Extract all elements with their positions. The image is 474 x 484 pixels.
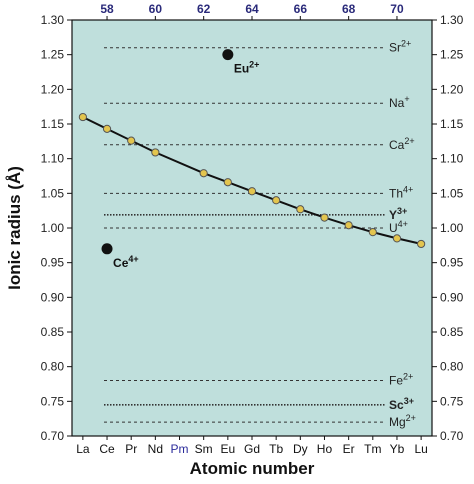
y-tick-label-left: 1.25	[41, 48, 65, 62]
reference-label-sr: Sr2+	[389, 39, 411, 55]
x-tick-label-nd: Nd	[148, 442, 163, 456]
data-point-tb	[272, 196, 281, 205]
y-tick-label-right: 1.10	[440, 152, 464, 166]
y-tick-label-right: 0.75	[440, 394, 464, 408]
x-tick-label-tb: Tb	[269, 442, 283, 456]
data-point-tm	[368, 228, 377, 237]
top-tick-label-66: 66	[294, 2, 308, 16]
reference-label-u: U4+	[389, 219, 408, 235]
y-tick-label-right: 1.30	[440, 13, 464, 27]
highlight-label-ce: Ce4+	[113, 254, 139, 270]
y-tick-label-left: 0.75	[41, 394, 65, 408]
x-tick-label-ho: Ho	[317, 442, 333, 456]
y-axis-title: Ionic radius (Å)	[5, 166, 24, 290]
x-tick-label-pr: Pr	[125, 442, 137, 456]
x-tick-label-pm: Pm	[171, 442, 189, 456]
x-tick-label-dy: Dy	[293, 442, 308, 456]
y-tick-label-right: 1.00	[440, 221, 464, 235]
data-point-dy	[296, 205, 305, 214]
y-tick-label-right: 0.90	[440, 290, 464, 304]
reference-label-mg: Mg2+	[389, 413, 416, 429]
y-tick-label-left: 1.20	[41, 82, 65, 96]
x-tick-label-eu: Eu	[220, 442, 235, 456]
y-tick-label-right: 0.85	[440, 325, 464, 339]
y-tick-label-right: 1.25	[440, 48, 464, 62]
y-tick-label-left: 1.10	[41, 152, 65, 166]
data-point-sm	[199, 169, 208, 178]
top-tick-label-68: 68	[342, 2, 356, 16]
data-point-eu	[223, 178, 232, 187]
x-tick-label-sm: Sm	[195, 442, 213, 456]
plot-area	[72, 20, 432, 436]
data-point-gd	[247, 187, 257, 196]
reference-label-fe: Fe2+	[389, 372, 413, 388]
y-tick-label-right: 1.20	[440, 82, 464, 96]
y-tick-label-left: 1.00	[41, 221, 65, 235]
highlight-point-eu	[222, 49, 234, 61]
y-tick-label-right: 0.95	[440, 256, 464, 270]
data-point-er	[344, 221, 353, 230]
x-tick-label-ce: Ce	[99, 442, 115, 456]
data-point-nd	[151, 148, 160, 157]
x-tick-label-lu: Lu	[414, 442, 427, 456]
data-point-pr	[127, 136, 136, 145]
y-tick-label-right: 1.15	[440, 117, 464, 131]
data-point-yb	[392, 234, 402, 243]
y-tick-label-left: 1.15	[41, 117, 65, 131]
highlight-label-eu: Eu2+	[234, 60, 260, 76]
x-tick-label-tm: Tm	[364, 442, 381, 456]
x-tick-label-gd: Gd	[244, 442, 260, 456]
y-tick-label-left: 0.95	[41, 256, 65, 270]
top-tick-label-70: 70	[390, 2, 404, 16]
y-tick-label-right: 1.05	[440, 186, 464, 200]
y-tick-label-right: 0.70	[440, 429, 464, 443]
y-tick-label-left: 0.90	[41, 290, 65, 304]
top-tick-label-64: 64	[245, 2, 259, 16]
y-tick-label-left: 0.85	[41, 325, 65, 339]
reference-label-sc: Sc3+	[389, 396, 414, 412]
reference-label-na: Na+	[389, 94, 410, 110]
data-point-la	[78, 112, 87, 122]
series-line-0	[82, 116, 422, 245]
reference-label-y: Y3+	[389, 206, 407, 222]
y-tick-label-right: 0.80	[440, 360, 464, 374]
reference-label-ca: Ca2+	[389, 136, 415, 152]
x-tick-label-er: Er	[343, 442, 355, 456]
data-point-lu	[417, 239, 426, 249]
data-point-ce	[102, 124, 112, 133]
x-tick-label-la: La	[76, 442, 90, 456]
top-tick-label-62: 62	[197, 2, 211, 16]
highlight-point-ce	[101, 243, 113, 255]
y-tick-label-left: 0.80	[41, 360, 65, 374]
y-tick-label-left: 1.30	[41, 13, 65, 27]
y-tick-label-left: 1.05	[41, 186, 65, 200]
top-tick-label-58: 58	[100, 2, 114, 16]
data-point-ho	[320, 213, 329, 222]
x-axis-title: Atomic number	[190, 459, 315, 478]
x-tick-label-yb: Yb	[390, 442, 405, 456]
top-tick-label-60: 60	[149, 2, 163, 16]
y-tick-label-left: 0.70	[41, 429, 65, 443]
reference-label-th: Th4+	[389, 184, 413, 200]
